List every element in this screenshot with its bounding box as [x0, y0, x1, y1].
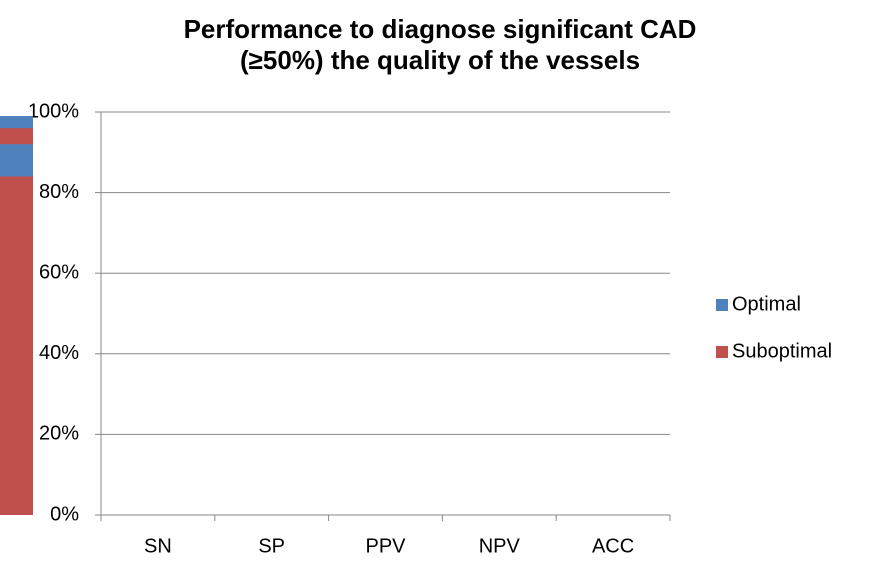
- bar: [0, 176, 33, 516]
- legend-swatch: [716, 299, 728, 311]
- y-tick-label: 100%: [28, 100, 79, 122]
- y-tick-label: 60%: [39, 261, 79, 283]
- x-tick-label: SP: [258, 535, 285, 557]
- y-tick-label: 80%: [39, 181, 79, 203]
- legend-swatch: [716, 346, 728, 358]
- x-tick-label: ACC: [592, 535, 634, 557]
- y-tick-label: 20%: [39, 423, 79, 445]
- x-tick-label: NPV: [479, 535, 521, 557]
- legend-label: Optimal: [732, 293, 801, 315]
- x-tick-label: SN: [144, 535, 172, 557]
- legend-label: Suboptimal: [732, 340, 832, 362]
- x-tick-label: PPV: [365, 535, 406, 557]
- chart-title: (≥50%) the quality of the vessels: [240, 45, 640, 75]
- y-tick-label: 40%: [39, 342, 79, 364]
- y-tick-label: 0%: [50, 503, 79, 525]
- chart-title: Performance to diagnose significant CAD: [184, 14, 697, 44]
